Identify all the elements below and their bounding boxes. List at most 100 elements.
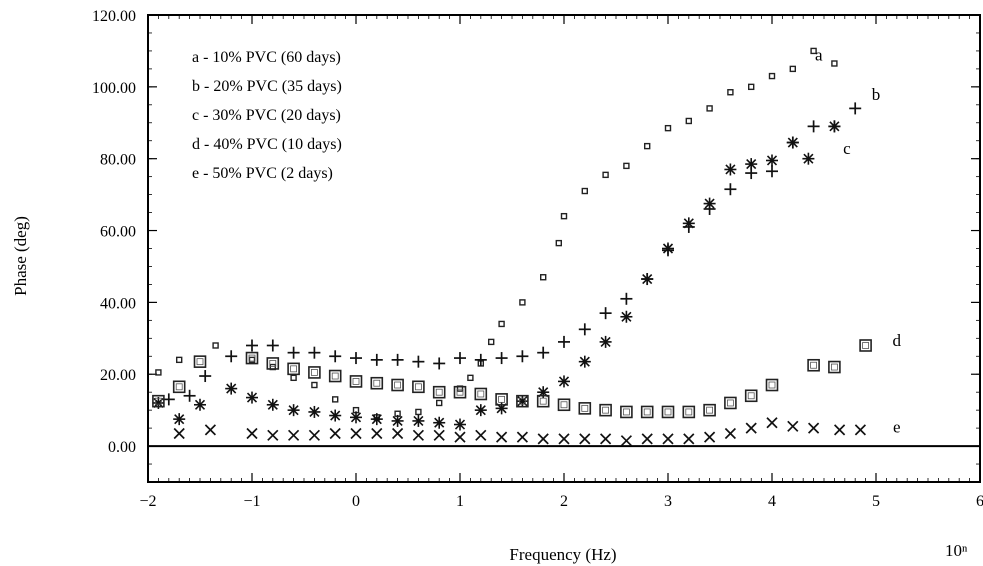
- marker-small-square: [415, 408, 422, 416]
- data-point-d: [266, 357, 280, 370]
- marker-small-square: [248, 356, 256, 364]
- marker-asterisk-d2: [683, 218, 694, 229]
- marker-cross-d2: [745, 422, 757, 434]
- data-point-c: [641, 273, 654, 286]
- data-point-d: [474, 387, 488, 401]
- marker-cross-d2: [371, 427, 383, 440]
- data-point-e: [745, 422, 757, 434]
- marker-cross-d2: [350, 427, 362, 440]
- data-point-c: [454, 418, 466, 431]
- marker-cross-d2: [391, 427, 404, 440]
- marker-asterisk-d2: [704, 198, 715, 209]
- data-point-a: [498, 320, 505, 328]
- data-point-d: [765, 378, 779, 392]
- data-point-d: [859, 339, 872, 352]
- marker-small-square: [467, 374, 474, 382]
- marker-asterisk-d2: [246, 392, 258, 403]
- marker-open-square-inner: [862, 342, 869, 349]
- marker-asterisk-d2: [350, 412, 362, 423]
- marker-open-square-inner: [539, 397, 547, 405]
- data-point-a: [332, 396, 339, 403]
- x-tick-label: 4: [768, 493, 776, 510]
- marker-open-square-outer: [349, 375, 363, 388]
- legend-entry: d - 40% PVC (10 days): [192, 136, 342, 153]
- data-point-c: [662, 242, 674, 255]
- marker-cross-d2: [599, 433, 612, 445]
- data-point-d: [640, 405, 654, 419]
- marker-asterisk-d2: [413, 415, 424, 426]
- data-point-e: [371, 427, 383, 440]
- marker-asterisk-d2: [725, 164, 736, 175]
- data-point-e: [495, 431, 508, 443]
- marker-open-square-outer: [152, 394, 165, 408]
- data-point-c: [828, 120, 841, 133]
- marker-open-square-outer: [703, 403, 716, 417]
- data-point-c: [599, 335, 612, 348]
- data-point-a: [831, 60, 838, 67]
- data-point-b: [724, 183, 737, 196]
- series-d: [152, 339, 872, 419]
- data-point-e: [433, 429, 445, 441]
- data-point-c: [558, 375, 570, 388]
- x-tick-label: 3: [664, 493, 672, 510]
- marker-cross-d2: [287, 429, 300, 441]
- series-a: [155, 47, 838, 421]
- legend-entry: c - 30% PVC (20 days): [192, 107, 341, 124]
- marker-asterisk-d2: [803, 153, 814, 164]
- marker-open-square-outer: [266, 357, 280, 370]
- marker-cross-d2: [433, 429, 445, 441]
- marker-open-square-inner: [727, 399, 734, 407]
- marker-open-square-inner: [706, 406, 713, 414]
- marker-small-square: [727, 89, 734, 96]
- data-point-d: [599, 403, 612, 417]
- data-point-a: [519, 299, 526, 306]
- data-point-e: [683, 433, 695, 445]
- data-point-e: [308, 429, 321, 441]
- legend-entry: b - 20% PVC (35 days): [192, 78, 342, 95]
- marker-small-square: [555, 239, 562, 247]
- data-point-b: [225, 350, 238, 363]
- marker-asterisk-d2: [226, 383, 237, 394]
- data-point-d: [536, 394, 550, 408]
- data-point-e: [350, 427, 362, 440]
- marker-cross-d2: [579, 433, 591, 445]
- data-point-d: [152, 394, 165, 408]
- data-point-a: [664, 124, 672, 132]
- data-point-b: [308, 346, 321, 359]
- data-point-c: [225, 382, 238, 395]
- marker-cross-d2: [329, 427, 341, 440]
- marker-open-square-outer: [391, 378, 404, 392]
- marker-open-square-outer: [516, 394, 529, 408]
- data-point-b: [558, 335, 570, 348]
- marker-open-square-inner: [310, 369, 318, 376]
- axis-ticks: [147, 14, 981, 483]
- marker-open-square-outer: [412, 380, 425, 394]
- data-point-b: [495, 352, 508, 365]
- data-point-d: [193, 355, 207, 368]
- data-point-d: [432, 385, 446, 399]
- data-point-d: [391, 378, 404, 392]
- marker-small-square: [748, 83, 755, 91]
- marker-cross-d2: [173, 427, 185, 440]
- marker-cross-d2: [833, 424, 846, 436]
- data-point-c: [287, 404, 300, 417]
- marker-open-square-inner: [394, 381, 402, 389]
- marker-small-square: [488, 338, 495, 346]
- marker-open-square-inner: [414, 383, 422, 391]
- data-point-c: [786, 136, 799, 149]
- y-tick-label: 80.00: [100, 152, 136, 169]
- data-point-d: [245, 351, 259, 365]
- marker-open-square-inner: [498, 395, 506, 403]
- data-point-e: [807, 422, 820, 434]
- marker-open-square-outer: [474, 387, 488, 401]
- x-tick-label: −1: [243, 493, 260, 510]
- marker-cross-d2: [475, 429, 487, 441]
- marker-small-square: [644, 142, 651, 150]
- marker-open-square-outer: [807, 358, 820, 372]
- marker-asterisk-d2: [434, 417, 445, 428]
- data-point-a: [555, 239, 562, 247]
- marker-open-square-inner: [331, 372, 339, 380]
- marker-open-square-outer: [661, 405, 675, 419]
- data-point-b: [246, 339, 258, 352]
